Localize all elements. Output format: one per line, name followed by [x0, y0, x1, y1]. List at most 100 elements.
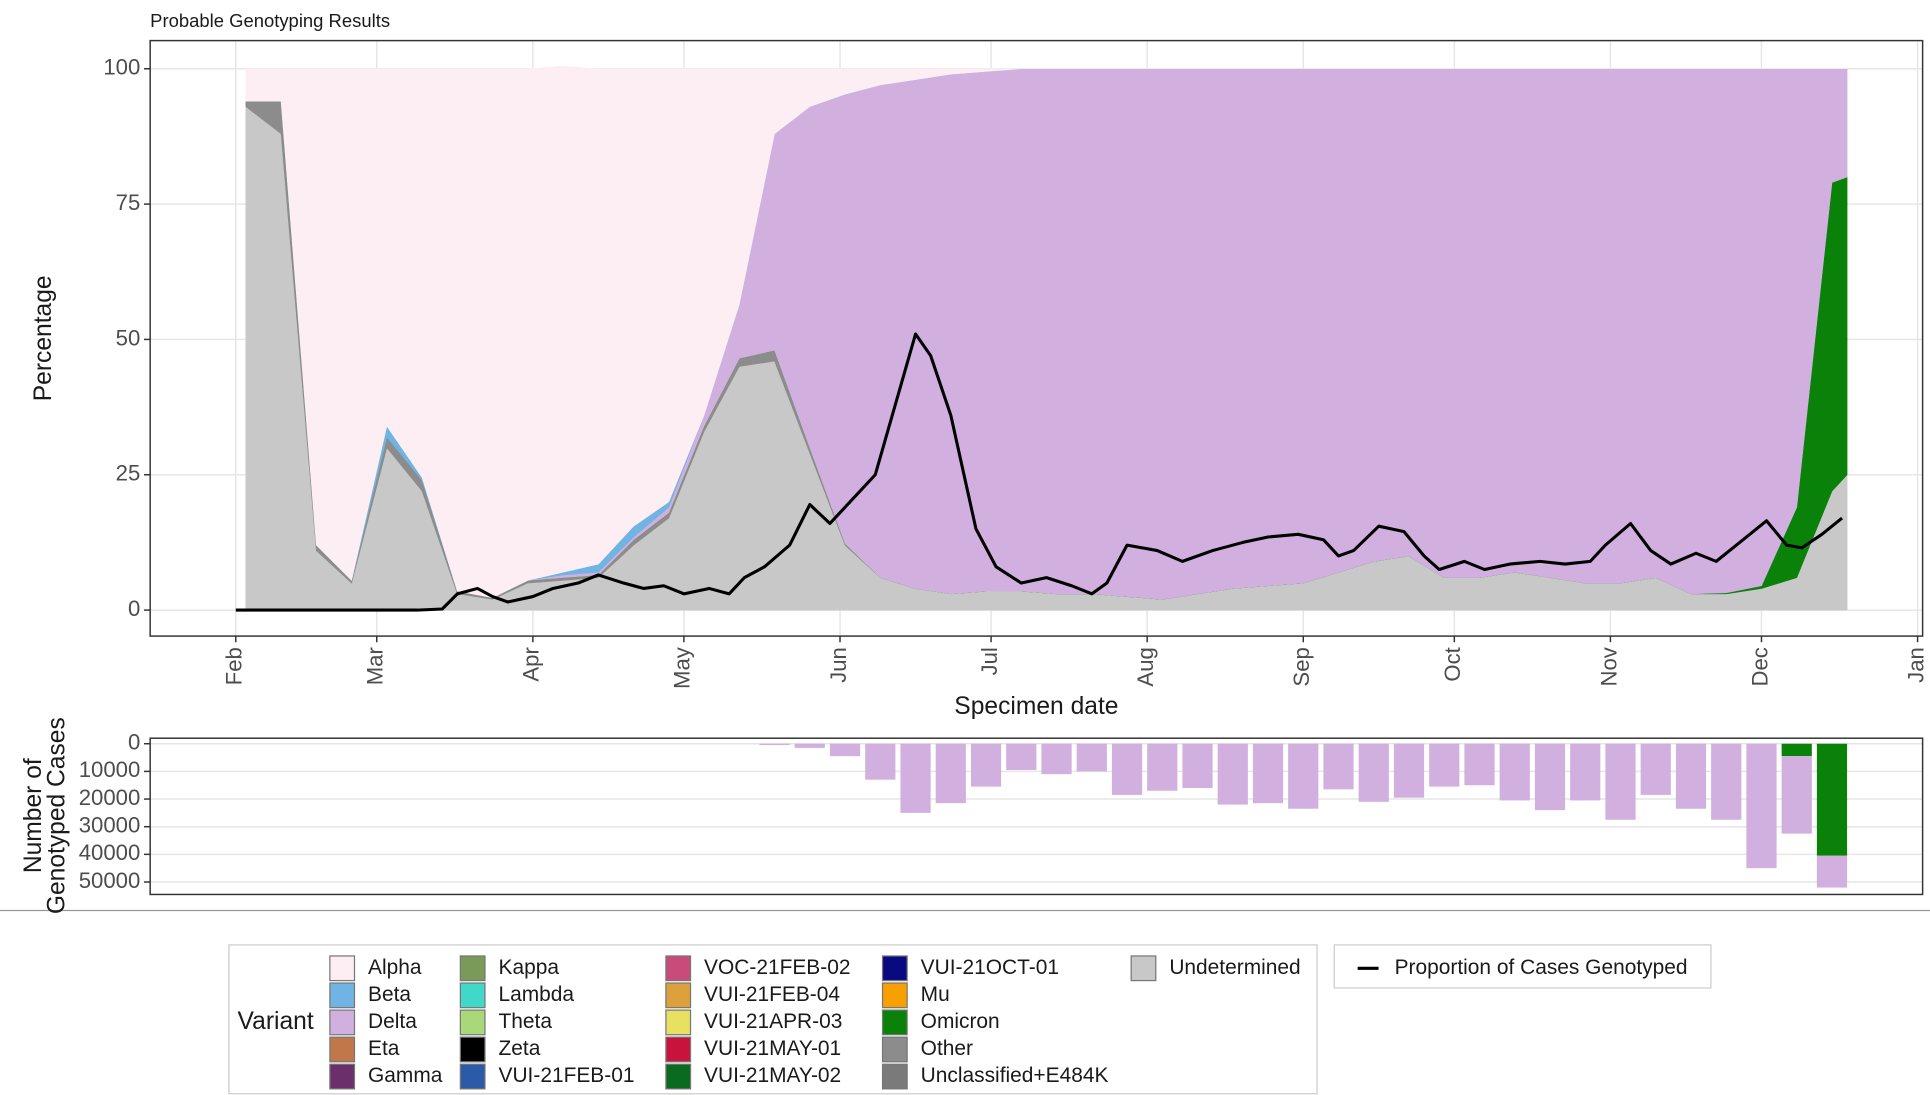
x-tick-label: Aug: [1133, 647, 1158, 686]
bar: [1570, 743, 1601, 801]
legend-key: [329, 1063, 356, 1090]
bar: [1323, 743, 1354, 790]
legend-box: [1333, 944, 1712, 989]
y-axis-title: Genotyped Cases: [43, 717, 70, 914]
bar: [1111, 743, 1143, 795]
legend-label: VUI-21FEB-01: [499, 1064, 635, 1087]
bar: [1464, 743, 1495, 786]
axes: 0 25 50 75 100 Feb Mar Apr May Jun Jul Aug Sep Oct Nov…: [79, 55, 1929, 893]
bar: [1605, 743, 1636, 820]
legend-key: [881, 1009, 908, 1036]
x-tick-label: Nov: [1596, 647, 1621, 686]
bar: [1781, 756, 1812, 834]
legend-label: Theta: [499, 1010, 553, 1033]
legend-label: Gamma: [368, 1064, 443, 1087]
bar: [1217, 743, 1248, 805]
bar: [865, 743, 896, 780]
y-tick-label: 75: [116, 190, 141, 215]
legend-label: Delta: [368, 1010, 417, 1033]
bar: [1393, 743, 1425, 798]
legend-label: VUI-21MAY-01: [704, 1037, 841, 1060]
bar: [1006, 743, 1037, 771]
chart-title: Probable Genotyping Results: [150, 10, 390, 31]
legend-key: [459, 1009, 486, 1036]
legend-key: [665, 1009, 692, 1036]
legend-key: [1130, 955, 1157, 982]
bar: [1041, 743, 1072, 775]
bar: [759, 743, 790, 746]
panel-border: [149, 737, 1924, 896]
bar: [1816, 855, 1848, 888]
legend-label: VUI-21APR-03: [704, 1010, 842, 1033]
x-axis-title: Specimen date: [954, 693, 1118, 720]
x-tick-label: Apr: [519, 647, 544, 681]
legend-key: [665, 955, 692, 982]
x-tick-label: Sep: [1289, 647, 1314, 686]
legend-key: [329, 1036, 356, 1063]
bar: [1182, 743, 1213, 788]
x-tick-label: Mar: [363, 647, 388, 685]
x-tick-label: Jan: [1903, 647, 1928, 683]
bar: [1147, 743, 1178, 791]
legend-label: VOC-21FEB-02: [704, 956, 850, 979]
legend-key: [329, 982, 356, 1009]
bar: [1252, 743, 1284, 804]
legend-key: [459, 1063, 486, 1090]
y-tick-label: 20000: [79, 785, 141, 810]
bar: [1288, 743, 1319, 809]
bar: [1781, 743, 1812, 757]
legend-label: Alpha: [368, 956, 422, 979]
legend-label: VUI-21MAY-02: [704, 1064, 841, 1087]
y-tick-label: 50000: [79, 868, 141, 893]
bar: [1675, 743, 1707, 809]
legend-key: [881, 955, 908, 982]
legend-label: Eta: [368, 1037, 400, 1060]
legend-key: [881, 1063, 908, 1090]
y-tick-label: 0: [128, 596, 140, 621]
legend-label: Mu: [921, 983, 950, 1006]
legend: Proportion of Cases Genotyped Alpha Beta De…: [329, 955, 1688, 1090]
legend-key: [665, 1063, 692, 1090]
panel-border: [149, 39, 1924, 637]
marks: [235, 65, 1848, 888]
y-tick-label: 40000: [79, 840, 141, 865]
x-tick-label: Dec: [1747, 647, 1772, 686]
bar: [1816, 743, 1848, 856]
legend-key: [459, 955, 486, 982]
legend-key: [665, 1036, 692, 1063]
bar: [900, 743, 931, 813]
legend-label: Other: [921, 1037, 973, 1060]
y-tick-label: 10000: [79, 757, 141, 782]
y-axis-title: Percentage: [30, 275, 57, 401]
legend-key: [459, 982, 486, 1009]
y-tick-label: 30000: [79, 813, 141, 838]
legend-label: Unclassified+E484K: [921, 1064, 1109, 1087]
y-tick-label: 25: [116, 461, 141, 486]
legend-label: Omicron: [921, 1010, 1000, 1033]
y-tick-label: 100: [103, 55, 140, 80]
bar: [1358, 743, 1389, 802]
y-tick-label: 50: [116, 325, 141, 350]
bar: [1534, 743, 1566, 811]
bar: [1640, 743, 1671, 795]
area: [245, 65, 1848, 598]
legend-label: Lambda: [499, 983, 575, 1006]
legend-key: [459, 1036, 486, 1063]
y-axis-title: Number of: [20, 758, 47, 873]
legend-label: Kappa: [499, 956, 560, 979]
legend-key: [881, 982, 908, 1009]
bar: [970, 743, 1002, 787]
legend-key: [665, 982, 692, 1009]
y-tick-label: 0: [128, 730, 140, 755]
bar: [1711, 743, 1742, 820]
x-tick-label: Oct: [1440, 647, 1465, 681]
x-tick-label: May: [670, 646, 695, 689]
bar: [1076, 743, 1107, 772]
legend-label: Proportion of Cases Genotyped: [1395, 956, 1688, 979]
legend-key: [329, 955, 356, 982]
bar: [829, 743, 861, 757]
legend-title: Variant: [238, 1008, 314, 1035]
legend-label: Zeta: [499, 1037, 541, 1060]
